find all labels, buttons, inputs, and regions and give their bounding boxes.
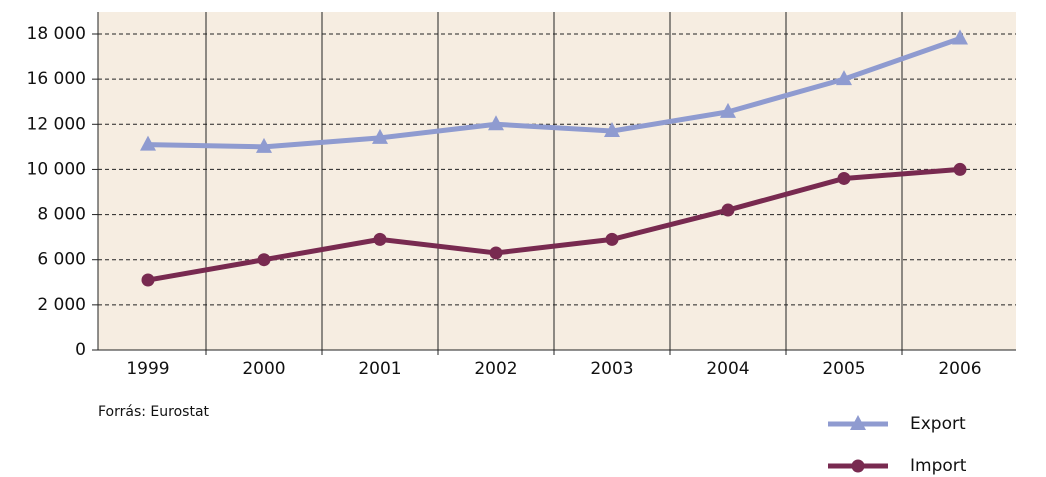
point (256, 137, 272, 153)
point (720, 102, 736, 118)
x-tick-label: 1999 (126, 359, 169, 379)
point (604, 122, 620, 138)
legend-label: Import (910, 456, 967, 476)
y-tick-label: 8 000 (37, 205, 86, 225)
x-tick-label: 2001 (358, 359, 401, 379)
plot-background (98, 12, 1016, 350)
x-tick-label: 2004 (706, 359, 749, 379)
x-tick-label: 2005 (822, 359, 865, 379)
point (837, 171, 851, 185)
x-tick-label: 2006 (938, 359, 981, 379)
point (488, 115, 504, 131)
point (953, 162, 967, 176)
point (605, 232, 619, 246)
point (257, 253, 271, 267)
y-tick-label: 12 000 (27, 114, 86, 134)
point (373, 232, 387, 246)
series-line (147, 36, 961, 150)
y-tick-label: 0 (75, 340, 86, 360)
x-tick-label: 2002 (474, 359, 517, 379)
x-tick-label: 2000 (242, 359, 285, 379)
y-tick-label: 6 000 (37, 250, 86, 270)
point (140, 135, 156, 151)
y-tick-label: 2 000 (37, 295, 86, 315)
point (836, 70, 852, 86)
x-tick-label: 2003 (590, 359, 633, 379)
y-tick-label: 18 000 (27, 24, 86, 44)
point (851, 459, 865, 473)
y-tick-label: 10 000 (27, 159, 86, 179)
y-tick-label: 16 000 (27, 69, 86, 89)
point (372, 128, 388, 144)
point (952, 29, 968, 45)
point (721, 203, 735, 217)
point (489, 246, 503, 260)
source-note: Forrás: Eurostat (98, 404, 210, 420)
point (850, 415, 866, 430)
point (141, 273, 155, 287)
legend-label: Export (910, 414, 966, 434)
series-line (147, 166, 961, 283)
